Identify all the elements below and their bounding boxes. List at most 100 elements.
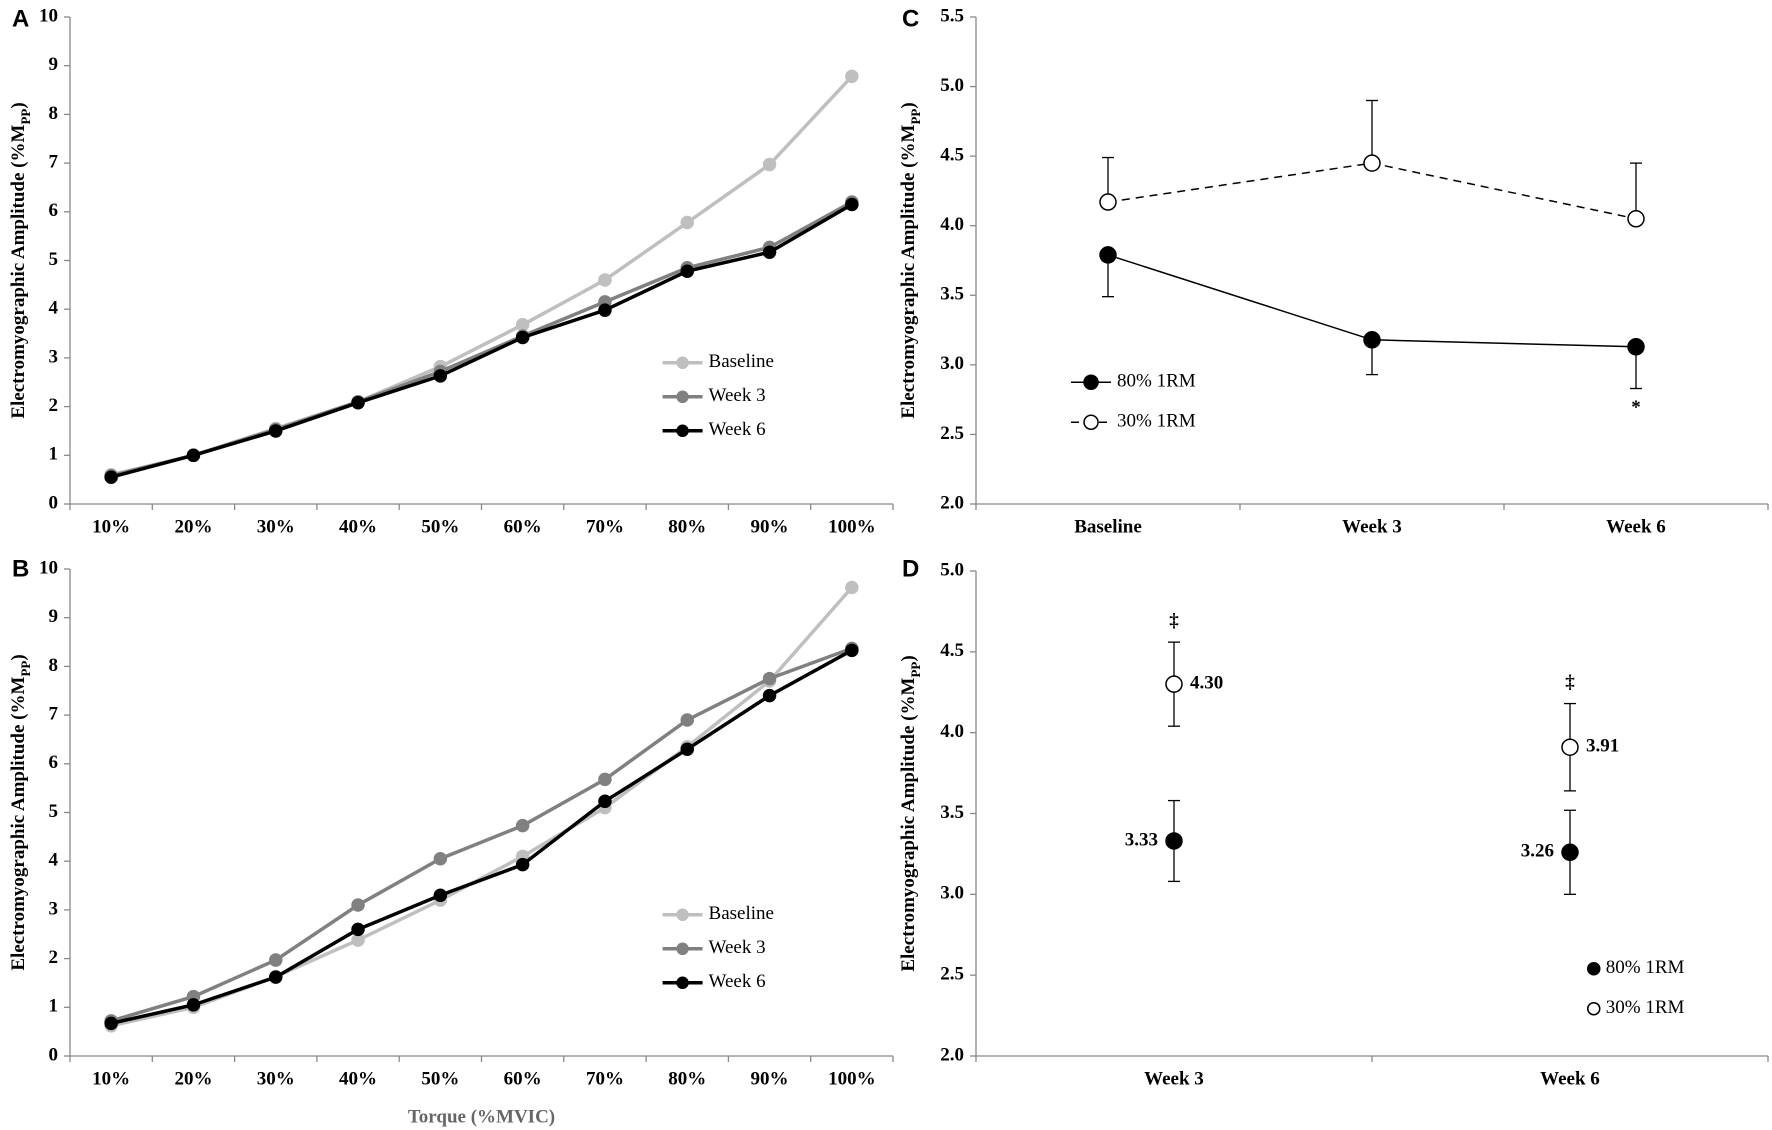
y-tick-label: 3 <box>49 898 59 919</box>
legend-item: Week 6 <box>662 419 766 440</box>
legend-item: 30% 1RM <box>1587 997 1685 1018</box>
legend-marker <box>1587 961 1601 976</box>
data-point <box>1627 210 1645 228</box>
panel: B Electromyographic Amplitude (%MPP) 0 1 2 3 4… <box>8 555 894 1127</box>
legend-marker <box>676 356 689 370</box>
x-tick-label: 10% <box>92 516 130 537</box>
legend-label: 80% 1RM <box>1117 371 1196 392</box>
y-axis-label-part: ) <box>8 102 29 108</box>
y-axis-label: Electromyographic Amplitude (%MPP) <box>898 102 923 418</box>
legend-label: 30% 1RM <box>1117 411 1196 432</box>
legend-label: Week 6 <box>709 419 766 440</box>
y-tick-label: 0 <box>49 1044 59 1065</box>
legend-item: 30% 1RM <box>1071 411 1196 432</box>
y-tick-label: 4.5 <box>940 145 964 166</box>
y-axis-label-part: Electromyographic Amplitude (%M <box>898 124 919 418</box>
data-point <box>1099 246 1117 264</box>
legend-marker <box>676 908 689 922</box>
y-tick-label: 3.0 <box>940 353 964 374</box>
data-point <box>1165 675 1183 693</box>
y-tick-label: 5.0 <box>940 75 964 96</box>
legend-marker <box>1083 414 1099 430</box>
x-tick-label: 20% <box>174 1068 212 1089</box>
legend: Baseline Week 3 Week 6 <box>662 351 774 440</box>
legend-item: Week 3 <box>662 385 766 406</box>
legend-marker <box>676 424 689 438</box>
y-axis-label-part: PP <box>908 662 923 678</box>
data-point <box>1165 832 1183 850</box>
y-axis-label-part: PP <box>18 661 33 677</box>
x-tick-label: 50% <box>421 516 459 537</box>
x-tick-label: 30% <box>257 516 295 537</box>
y-tick-label: 2.0 <box>940 1044 964 1065</box>
series-line <box>110 202 853 479</box>
x-tick-label: 70% <box>586 516 624 537</box>
y-tick-label: 2 <box>49 395 59 416</box>
y-tick-label: 9 <box>49 54 59 75</box>
y-tick-label: 6 <box>49 752 59 773</box>
data-point <box>104 1016 118 1031</box>
data-point <box>1363 331 1381 349</box>
x-tick-label: 90% <box>751 516 789 537</box>
x-tick-label: Baseline <box>1074 516 1142 537</box>
data-point <box>762 671 777 686</box>
data-point <box>351 395 365 410</box>
y-tick-label: 4.5 <box>940 640 964 661</box>
series-line <box>110 586 854 1028</box>
legend-marker <box>1083 374 1099 390</box>
data-point <box>515 818 530 833</box>
legend-label: Baseline <box>709 903 774 924</box>
data-point <box>269 953 283 967</box>
x-tick-label: 90% <box>751 1068 789 1089</box>
y-tick-label: 7 <box>49 151 59 172</box>
legend-label: Week 3 <box>709 937 766 958</box>
data-point <box>680 215 694 230</box>
data-point <box>598 303 612 317</box>
legend: 80% 1RM 30% 1RM <box>1071 371 1196 432</box>
y-tick-label: 7 <box>49 703 59 724</box>
y-axis-label-part: Electromyographic Amplitude (%M <box>898 677 919 971</box>
legend-item: 80% 1RM <box>1071 371 1196 392</box>
data-point <box>598 794 612 809</box>
y-tick-label: 3 <box>49 346 59 367</box>
data-point <box>1561 843 1579 862</box>
data-point <box>433 369 448 383</box>
y-axis-label-part: ) <box>898 102 919 108</box>
x-tick-label: 80% <box>668 516 706 537</box>
y-axis-label-part: Electromyographic Amplitude (%M <box>8 124 29 418</box>
panel-label: A <box>12 5 29 32</box>
data-point <box>1363 154 1381 172</box>
x-tick-label: 30% <box>257 1068 295 1089</box>
data-point <box>515 318 530 332</box>
value-label: 3.91 <box>1586 736 1619 757</box>
panel: D Electromyographic Amplitude (%MPP) 2.0 2.… <box>898 555 1769 1089</box>
legend-label: Week 3 <box>709 385 766 406</box>
y-tick-label: 9 <box>49 606 59 627</box>
data-point <box>351 898 365 912</box>
legend-item: Baseline <box>662 903 774 924</box>
data-point <box>186 998 201 1012</box>
data-point <box>845 643 859 658</box>
y-tick-label: 6 <box>49 200 59 221</box>
legend-marker <box>1587 1001 1601 1016</box>
y-axis-label-part: PP <box>18 109 33 125</box>
data-point <box>433 852 448 866</box>
x-tick-label: 40% <box>339 516 377 537</box>
data-point <box>598 772 612 787</box>
data-point <box>598 273 612 287</box>
y-tick-label: 10 <box>39 557 58 578</box>
legend-label: Week 6 <box>709 971 766 992</box>
data-point <box>1561 738 1579 756</box>
series-line <box>110 75 854 477</box>
legend: 80% 1RM 30% 1RM <box>1587 957 1685 1018</box>
value-label: 3.33 <box>1125 829 1158 850</box>
x-tick-label: 40% <box>339 1068 377 1089</box>
legend-item: Week 6 <box>662 971 766 992</box>
data-point <box>762 688 777 703</box>
x-tick-label: Week 6 <box>1606 516 1666 537</box>
legend: Baseline Week 3 Week 6 <box>662 903 774 992</box>
data-point <box>515 857 530 872</box>
x-tick-label: Week 3 <box>1342 516 1402 537</box>
data-point <box>104 470 118 484</box>
data-point <box>680 713 694 727</box>
